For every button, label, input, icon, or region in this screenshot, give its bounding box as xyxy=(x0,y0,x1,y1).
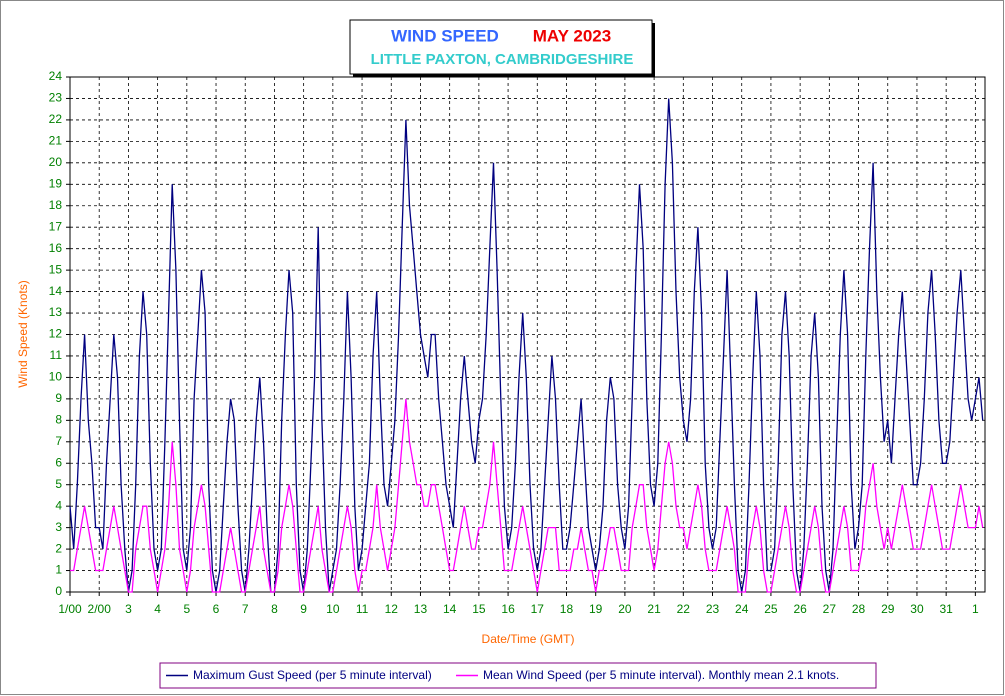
x-tick-label: 22 xyxy=(677,602,691,616)
x-tick-label: 30 xyxy=(910,602,924,616)
y-tick-label: 22 xyxy=(49,112,63,126)
chart-title-date: MAY 2023 xyxy=(533,26,611,45)
x-tick-label: 15 xyxy=(472,602,486,616)
y-tick-label: 19 xyxy=(49,176,63,190)
y-tick-label: 16 xyxy=(49,241,63,255)
series-line xyxy=(70,398,984,593)
x-tick-label: 12 xyxy=(385,602,399,616)
x-tick-label: 19 xyxy=(589,602,603,616)
x-tick-label: 27 xyxy=(823,602,837,616)
y-tick-label: 13 xyxy=(49,305,63,319)
y-tick-label: 20 xyxy=(49,155,63,169)
x-tick-label: 25 xyxy=(764,602,778,616)
x-tick-label: 9 xyxy=(300,602,307,616)
x-tick-label: 17 xyxy=(531,602,545,616)
x-tick-label: 31 xyxy=(939,602,953,616)
y-tick-label: 6 xyxy=(55,455,62,469)
x-tick-label: 5 xyxy=(183,602,190,616)
x-tick-label: 20 xyxy=(618,602,632,616)
y-tick-label: 24 xyxy=(49,69,63,83)
x-tick-label: 18 xyxy=(560,602,574,616)
x-tick-label: 1/00 xyxy=(58,602,82,616)
y-tick-label: 8 xyxy=(55,413,62,427)
y-tick-label: 2 xyxy=(55,541,62,555)
y-tick-label: 0 xyxy=(55,584,62,598)
chart-subtitle: LITTLE PAXTON, CAMBRIDGESHIRE xyxy=(371,51,634,68)
y-tick-label: 15 xyxy=(49,262,63,276)
x-tick-label: 28 xyxy=(852,602,866,616)
x-tick-label: 24 xyxy=(735,602,749,616)
chart-title: WIND SPEED xyxy=(391,26,499,45)
y-tick-label: 7 xyxy=(55,434,62,448)
y-axis-label: Wind Speed (Knots) xyxy=(16,280,30,387)
x-tick-label: 14 xyxy=(443,602,457,616)
x-tick-label: 1 xyxy=(972,602,979,616)
x-tick-label: 23 xyxy=(706,602,720,616)
y-tick-label: 1 xyxy=(55,563,62,577)
x-tick-label: 8 xyxy=(271,602,278,616)
x-tick-label: 21 xyxy=(647,602,661,616)
x-tick-label: 29 xyxy=(881,602,895,616)
y-tick-label: 23 xyxy=(49,91,63,105)
x-tick-label: 11 xyxy=(356,602,369,616)
x-tick-label: 26 xyxy=(793,602,807,616)
y-tick-label: 5 xyxy=(55,477,62,491)
x-axis-label: Date/Time (GMT) xyxy=(482,632,575,646)
legend-box xyxy=(159,662,877,689)
plot-layer: 0123456789101112131415161718192021222324… xyxy=(49,69,985,616)
x-tick-label: 4 xyxy=(154,602,161,616)
y-tick-label: 9 xyxy=(55,391,62,405)
y-tick-label: 12 xyxy=(49,327,63,341)
y-tick-label: 14 xyxy=(49,284,63,298)
legend-label: Mean Wind Speed (per 5 minute interval).… xyxy=(483,668,839,682)
x-tick-label: 3 xyxy=(125,602,132,616)
series-line xyxy=(69,98,984,593)
y-tick-label: 10 xyxy=(49,370,63,384)
y-tick-label: 3 xyxy=(55,520,62,534)
y-tick-label: 17 xyxy=(49,219,63,233)
x-tick-label: 16 xyxy=(501,602,515,616)
x-tick-label: 13 xyxy=(414,602,428,616)
y-tick-label: 4 xyxy=(55,498,62,512)
x-tick-label: 7 xyxy=(242,602,249,616)
y-tick-label: 21 xyxy=(49,134,63,148)
x-tick-label: 2/00 xyxy=(88,602,112,616)
y-tick-label: 11 xyxy=(50,348,63,362)
x-tick-label: 10 xyxy=(326,602,340,616)
legend-label: Maximum Gust Speed (per 5 minute interva… xyxy=(193,668,432,682)
x-tick-label: 6 xyxy=(213,602,220,616)
y-tick-label: 18 xyxy=(49,198,63,212)
title-box xyxy=(349,19,653,75)
